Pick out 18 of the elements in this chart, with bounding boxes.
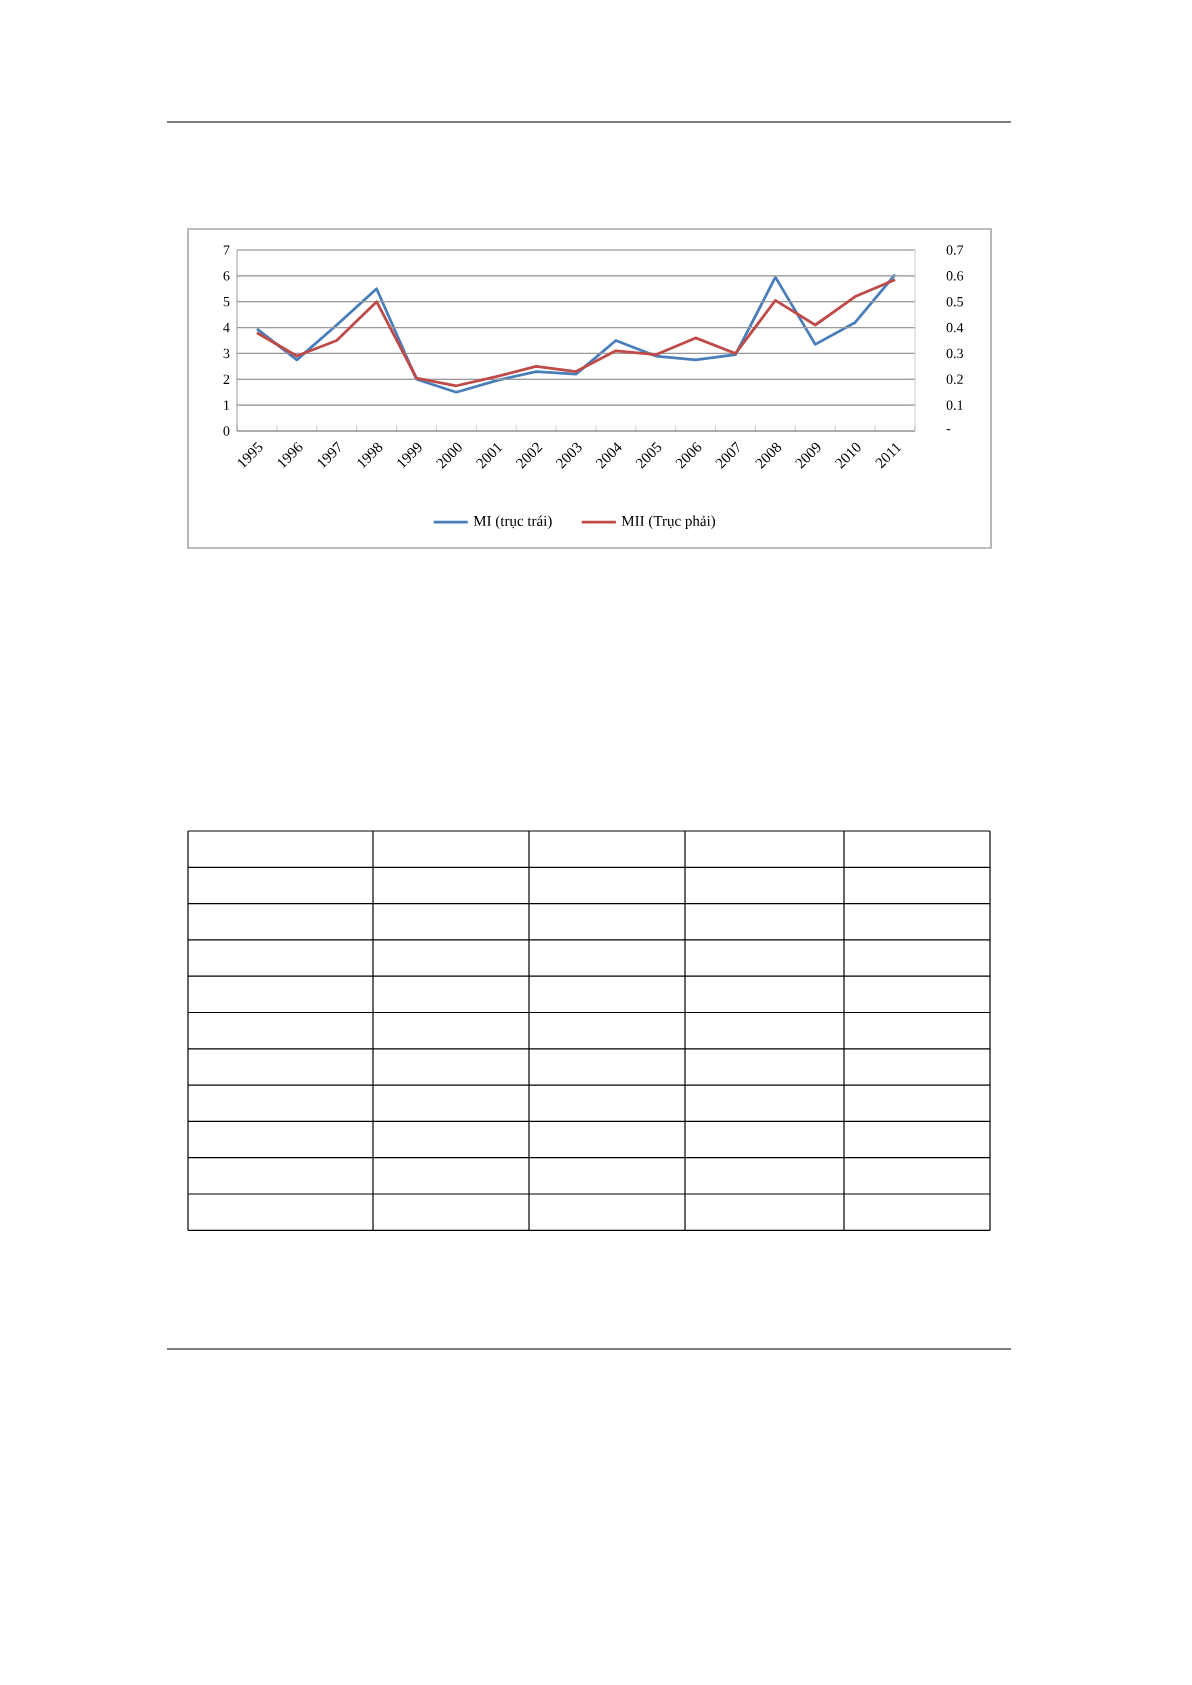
y2-tick-label: 0.1	[946, 400, 963, 410]
y2-tick-label: -	[946, 429, 951, 431]
y-tick-label: 6	[223, 271, 230, 281]
y-tick-label: 1	[224, 400, 230, 410]
y-tick-label: 0	[223, 426, 230, 436]
y2-tick-label: 0.4	[946, 322, 964, 333]
y2-tick-label: 0.6	[946, 271, 964, 281]
legend-label: MII (Trục phải)	[621, 515, 716, 530]
y2-tick-label: 0.3	[946, 348, 964, 359]
y2-tick-label: 0.5	[946, 296, 964, 307]
y2-tick-label: 0.7	[946, 245, 964, 255]
y2-tick-label: 0.2	[946, 374, 963, 385]
legend-label: MI (trục trái)	[473, 515, 552, 530]
y-tick-label: 7	[223, 245, 230, 255]
y-tick-label: 5	[223, 297, 230, 307]
y-tick-label: 4	[223, 322, 230, 333]
y-tick-label: 2	[223, 374, 230, 384]
y-tick-label: 3	[223, 348, 230, 359]
